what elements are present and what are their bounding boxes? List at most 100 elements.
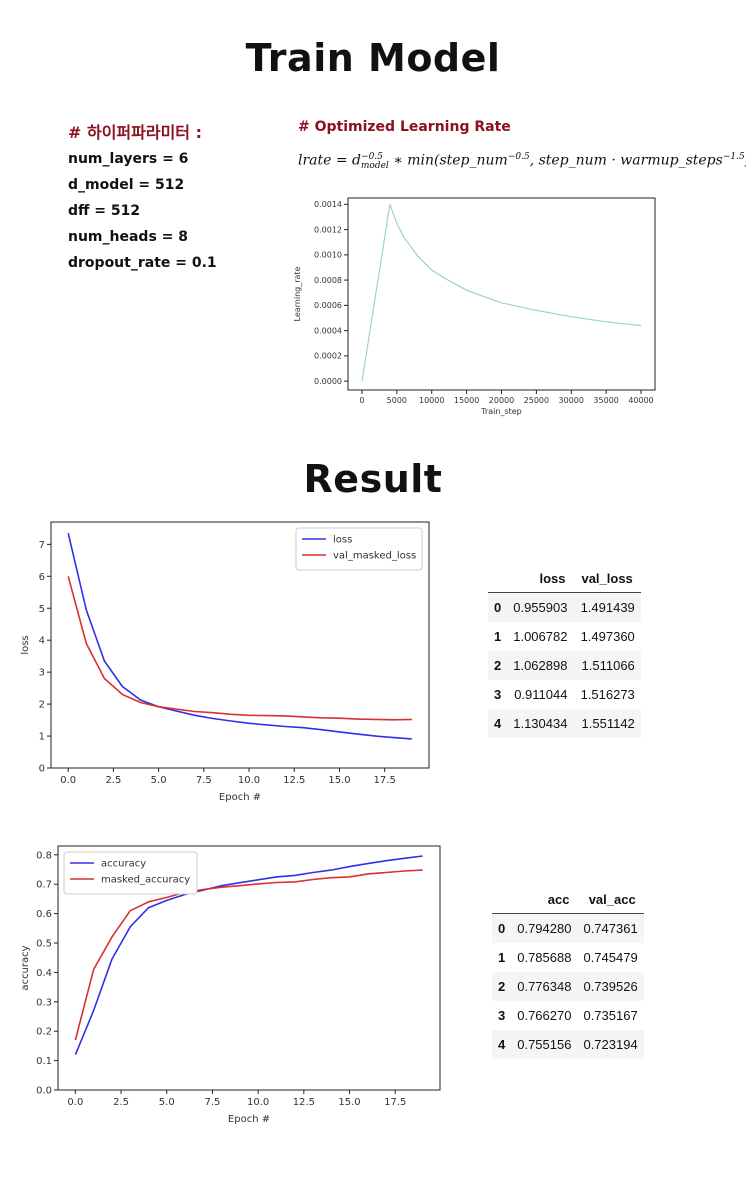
table-row: 4 1.130434 1.551142 — [488, 709, 641, 738]
x-tick-label: 40000 — [628, 396, 653, 405]
y-axis-label: accuracy — [20, 945, 31, 990]
series-line — [361, 204, 642, 382]
y-tick-label: 6 — [39, 572, 45, 583]
y-tick-label: 0.0014 — [314, 200, 342, 209]
row-index: 1 — [494, 629, 502, 644]
loss-chart: 0.0 2.5 5.0 7.5 10.0 12.5 15.0 17.5 0 1 2 3 4 5 6 7 Epoc… — [20, 521, 430, 803]
y-tick-label: 0.0012 — [314, 225, 342, 234]
table-header-row: loss val_loss — [488, 565, 641, 593]
table-cell: 0.785688 — [517, 950, 572, 965]
x-tick-label: 17.5 — [384, 1097, 406, 1108]
y-tick-label: 0.0000 — [314, 377, 342, 386]
table-row: 4 0.755156 0.723194 — [492, 1030, 644, 1059]
row-index: 4 — [488, 709, 508, 738]
y-tick-label: 0.0004 — [314, 326, 342, 335]
x-tick-label: 17.5 — [374, 775, 396, 786]
x-tick-label: 12.5 — [293, 1097, 315, 1108]
y-tick-label: 0 — [39, 764, 45, 775]
x-tick-label: 25000 — [524, 396, 549, 405]
row-index: 4 — [492, 1030, 512, 1059]
x-tick-label: 0.0 — [60, 775, 76, 786]
table-cell: 0.747361 — [577, 913, 644, 943]
table-cell: 1.491439 — [573, 592, 641, 622]
y-tick-label: 1 — [39, 732, 45, 743]
y-tick-label: 0.0010 — [314, 251, 342, 260]
row-index: 0 — [492, 913, 512, 943]
y-tick-label: 0.0 — [36, 1086, 52, 1097]
loss-table: loss val_loss 0 0.955903 1.491439 1 1.00… — [488, 565, 641, 738]
table-row: 2 0.776348 0.739526 — [492, 972, 644, 1001]
table-cell: 1.511066 — [573, 651, 641, 680]
learning-rate-chart: 0 5000 10000 15000 20000 25000 30000 35000 40000… — [293, 197, 656, 416]
table-cell: 0.794280 — [511, 913, 578, 943]
y-tick-label: 0.2 — [36, 1027, 52, 1038]
table-header: loss — [507, 565, 574, 593]
table-cell: 0.766270 — [517, 1008, 572, 1023]
table-header-row: acc val_acc — [492, 886, 644, 914]
table-header-index — [488, 565, 508, 593]
hyperparameter-item: dropout_rate = 0.1 — [68, 255, 217, 271]
y-tick-label: 0.1 — [36, 1056, 52, 1067]
y-axis-label: Learning_rate — [293, 266, 302, 321]
y-tick-label: 3 — [39, 668, 45, 679]
x-tick-label: 15000 — [454, 396, 479, 405]
page-title: Train Model — [245, 36, 501, 80]
x-tick-label: 5.0 — [159, 1097, 175, 1108]
table-cell: 0.739526 — [577, 972, 644, 1001]
series-line-accuracy — [74, 855, 423, 1056]
hyperparameter-item: num_heads = 8 — [68, 229, 189, 245]
row-index: 0 — [488, 592, 508, 622]
row-index: 3 — [494, 687, 502, 702]
y-tick-label: 0.5 — [36, 939, 52, 950]
legend: accuracy masked_accuracy — [63, 851, 198, 895]
x-tick-label: 0.0 — [67, 1097, 83, 1108]
table-cell: 0.911044 — [514, 687, 568, 702]
legend-box — [63, 851, 198, 895]
y-tick-label: 2 — [39, 700, 45, 711]
x-tick-label: 15.0 — [328, 775, 350, 786]
table-cell: 0.723194 — [577, 1030, 644, 1059]
x-tick-label: 5000 — [387, 396, 407, 405]
hyperparameter-item: dff = 512 — [68, 203, 141, 219]
y-tick-label: 0.8 — [36, 850, 52, 861]
hyperparameter-item: d_model = 512 — [68, 177, 185, 193]
table-row: 3 0.911044 1.516273 — [488, 680, 641, 709]
legend-label: val_masked_loss — [333, 551, 416, 562]
y-tick-label: 0.3 — [36, 997, 52, 1008]
legend-box — [295, 527, 423, 571]
y-tick-label: 0.0002 — [314, 352, 342, 361]
table-row: 2 1.062898 1.511066 — [488, 651, 641, 680]
table-header: val_acc — [577, 886, 644, 914]
table-row: 3 0.766270 0.735167 — [492, 1001, 644, 1030]
legend-label: masked_accuracy — [101, 875, 190, 886]
table-cell: 1.062898 — [507, 651, 574, 680]
row-index: 1 — [498, 950, 506, 965]
legend-label: accuracy — [101, 859, 146, 870]
table-cell: 0.955903 — [507, 592, 574, 622]
table-row: 0 0.955903 1.491439 — [488, 592, 641, 622]
series-line-val-masked-loss — [67, 576, 412, 721]
table-cell: 0.755156 — [511, 1030, 578, 1059]
table-cell: 1.497360 — [580, 629, 635, 644]
x-tick-label: 20000 — [489, 396, 514, 405]
row-index: 3 — [498, 1008, 506, 1023]
learning-rate-formula: lrate = d−0.5model ∗ min(step_num−0.5, s… — [298, 152, 746, 172]
y-tick-label: 0.0006 — [314, 301, 342, 310]
y-tick-label: 7 — [39, 540, 45, 551]
y-tick-label: 0.6 — [36, 909, 52, 920]
table-cell: 1.130434 — [507, 709, 574, 738]
table-cell: 1.516273 — [580, 687, 635, 702]
table-header-index — [492, 886, 512, 914]
table-header: val_loss — [573, 565, 641, 593]
y-tick-label: 0.7 — [36, 880, 52, 891]
x-tick-label: 15.0 — [338, 1097, 360, 1108]
learning-rate-heading: # Optimized Learning Rate — [298, 119, 511, 135]
x-tick-label: 12.5 — [283, 775, 305, 786]
x-tick-label: 7.5 — [196, 775, 212, 786]
series-line-masked-accuracy — [74, 869, 423, 1041]
result-title: Result — [303, 457, 443, 501]
x-tick-label: 10.0 — [247, 1097, 269, 1108]
hyperparameter-heading: # 하이퍼파라미터 : — [68, 123, 202, 142]
table-cell: 1.551142 — [573, 709, 641, 738]
table-cell: 0.745479 — [583, 950, 638, 965]
